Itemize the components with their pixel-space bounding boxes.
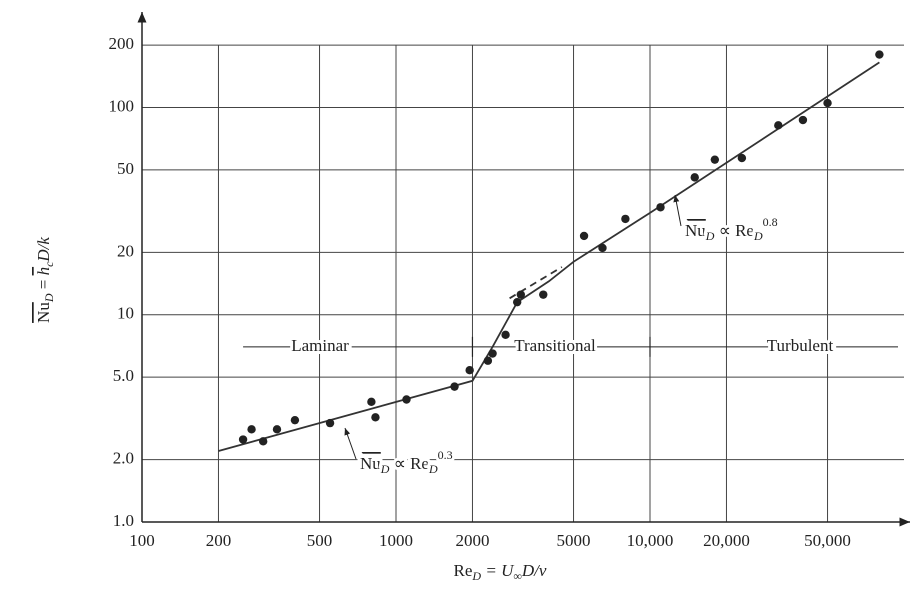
data-point xyxy=(371,413,380,422)
data-point xyxy=(621,214,630,224)
fit-line xyxy=(509,266,563,300)
label-part: ∝ Re xyxy=(714,221,754,240)
label-part: D xyxy=(471,569,481,583)
data-point xyxy=(539,290,548,299)
y-tick-label: 2.0 xyxy=(113,449,134,468)
y-tick-label: 20 xyxy=(117,241,134,260)
data-point xyxy=(823,98,832,108)
data-point xyxy=(656,203,665,212)
label-part: D xyxy=(705,229,715,243)
y-tick-label: 5.0 xyxy=(113,366,134,385)
data-point xyxy=(774,121,783,130)
fit-label: NuD ∝ ReD0.3 xyxy=(360,448,453,476)
label-part: D/k xyxy=(34,237,53,263)
data-point xyxy=(598,243,607,253)
label-part: D/ν xyxy=(521,561,547,580)
data-point xyxy=(450,382,459,391)
label-part: h xyxy=(34,267,53,276)
y-tick-label: 1.0 xyxy=(113,511,134,530)
label-part: D xyxy=(380,462,390,476)
data-point xyxy=(367,397,376,407)
y-tick-label: 100 xyxy=(109,96,135,115)
data-point xyxy=(710,155,720,164)
label-part: Nu xyxy=(685,221,706,240)
x-tick-label: 2000 xyxy=(455,531,489,550)
label-part: ∝ Re xyxy=(389,454,429,473)
data-point xyxy=(325,418,335,428)
y-tick-label: 10 xyxy=(117,304,134,323)
y-tick-label: 50 xyxy=(117,159,134,178)
data-point xyxy=(238,435,248,444)
x-axis-label: ReD = U∞D/ν xyxy=(454,561,547,583)
label-part: D xyxy=(428,462,438,476)
data-point xyxy=(516,290,526,299)
pointer xyxy=(673,194,682,227)
x-tick-label: 20,000 xyxy=(703,531,750,550)
data-point xyxy=(290,415,300,425)
data-point xyxy=(501,330,510,340)
x-tick-label: 500 xyxy=(307,531,333,550)
data-point xyxy=(247,425,256,434)
data-point xyxy=(272,425,282,434)
data-point xyxy=(483,356,493,365)
data-point xyxy=(258,437,268,446)
x-tick-label: 200 xyxy=(206,531,232,550)
label-part: 0.3 xyxy=(438,448,453,462)
regime-label: Transitional xyxy=(514,336,596,355)
data-point xyxy=(488,349,497,358)
x-tick-label: 50,000 xyxy=(804,531,851,550)
label-part: 0.8 xyxy=(763,215,778,229)
data-point xyxy=(875,50,884,59)
data-point xyxy=(579,231,589,241)
fit-line xyxy=(218,61,880,452)
data-point xyxy=(402,395,411,404)
pointer xyxy=(344,427,357,460)
data-point xyxy=(465,366,474,375)
x-tick-label: 10,000 xyxy=(627,531,674,550)
label-part: Re xyxy=(454,561,473,580)
label-part: = U xyxy=(481,561,515,580)
regime-label: Turbulent xyxy=(767,336,834,355)
data-point xyxy=(798,115,808,125)
label-part: c xyxy=(42,261,56,267)
y-tick-label: 200 xyxy=(109,34,135,53)
label-part: ∞ xyxy=(513,569,522,583)
data-point xyxy=(690,173,699,182)
label-part: D xyxy=(42,293,56,303)
regime-label: Laminar xyxy=(291,336,349,355)
label-part: Nu xyxy=(34,302,53,323)
y-axis-label: NuD = hcD/k xyxy=(34,237,56,323)
x-tick-label: 1000 xyxy=(379,531,413,550)
fit-label: NuD ∝ ReD0.8 xyxy=(685,215,778,243)
label-part: Nu xyxy=(360,454,381,473)
x-tick-label: 5000 xyxy=(557,531,591,550)
x-tick-label: 100 xyxy=(129,531,155,550)
label-part: D xyxy=(753,229,763,243)
data-point xyxy=(512,297,522,307)
label-part: = xyxy=(34,275,53,293)
data-point xyxy=(737,153,747,163)
